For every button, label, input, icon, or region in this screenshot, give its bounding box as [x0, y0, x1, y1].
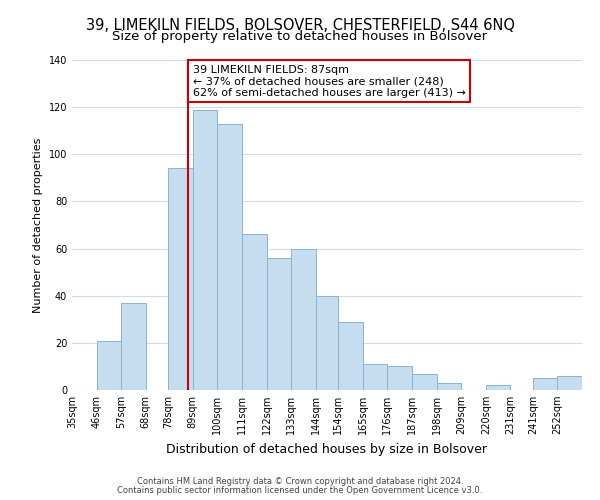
Bar	[266, 258, 291, 390]
Text: Contains public sector information licensed under the Open Government Licence v3: Contains public sector information licen…	[118, 486, 482, 495]
Bar	[412, 374, 437, 390]
Text: Size of property relative to detached houses in Bolsover: Size of property relative to detached ho…	[112, 30, 488, 43]
Bar	[388, 366, 412, 390]
Bar	[242, 234, 266, 390]
Bar	[217, 124, 242, 390]
Text: Contains HM Land Registry data © Crown copyright and database right 2024.: Contains HM Land Registry data © Crown c…	[137, 477, 463, 486]
Y-axis label: Number of detached properties: Number of detached properties	[33, 138, 43, 312]
Bar	[533, 378, 557, 390]
Bar	[437, 383, 461, 390]
Bar	[291, 248, 316, 390]
Bar	[338, 322, 363, 390]
Text: 39, LIMEKILN FIELDS, BOLSOVER, CHESTERFIELD, S44 6NQ: 39, LIMEKILN FIELDS, BOLSOVER, CHESTERFI…	[86, 18, 515, 32]
Bar	[316, 296, 338, 390]
X-axis label: Distribution of detached houses by size in Bolsover: Distribution of detached houses by size …	[167, 442, 487, 456]
Bar	[97, 340, 121, 390]
Text: 39 LIMEKILN FIELDS: 87sqm
← 37% of detached houses are smaller (248)
62% of semi: 39 LIMEKILN FIELDS: 87sqm ← 37% of detac…	[193, 64, 466, 98]
Bar	[121, 303, 146, 390]
Bar	[486, 386, 511, 390]
Bar	[363, 364, 388, 390]
Bar	[168, 168, 193, 390]
Bar	[193, 110, 217, 390]
Bar	[557, 376, 582, 390]
